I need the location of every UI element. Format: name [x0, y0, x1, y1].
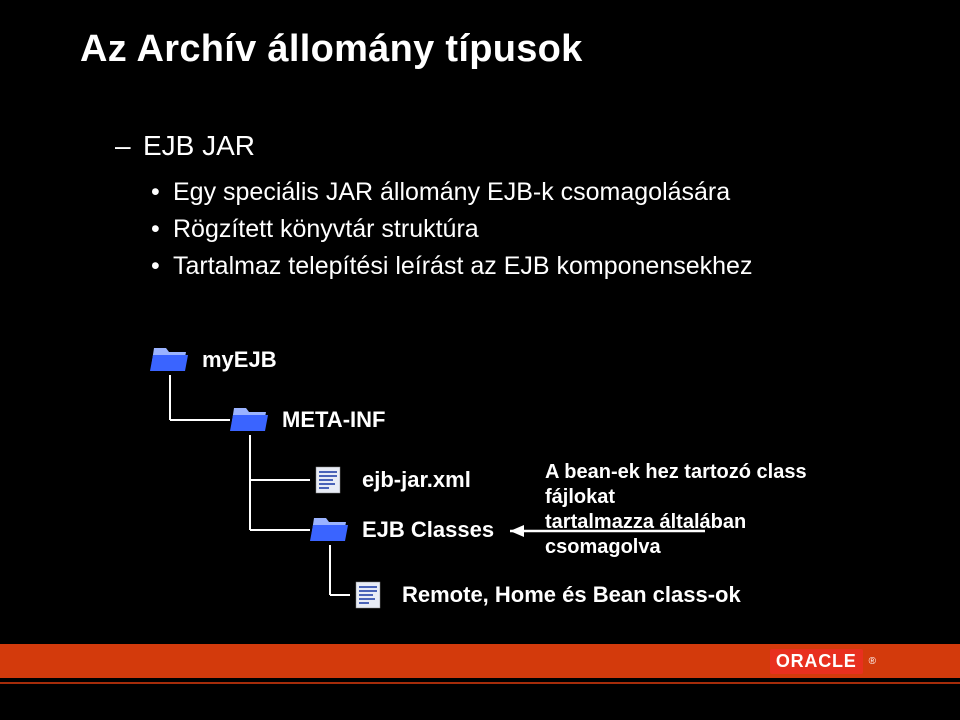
bullet-text: EJB JAR	[143, 130, 255, 161]
tree-node-label: META-INF	[282, 407, 385, 433]
tree-diagram: myEJB META-INF ejb-jar.xml EJB Classes	[150, 345, 850, 625]
tree-node-ejb-jar-xml: ejb-jar.xml	[310, 465, 471, 495]
annotation: A bean-ek hez tartozó class fájlokat tar…	[545, 460, 850, 560]
tree-node-label: ejb-jar.xml	[362, 467, 471, 493]
bullet-level2: Egy speciális JAR állomány EJB-k csomago…	[151, 178, 875, 207]
oracle-logo: ORACLE ®	[770, 649, 876, 674]
logo-text: ORACLE	[770, 649, 863, 674]
bullet-list: EJB JAR Egy speciális JAR állomány EJB-k…	[115, 130, 875, 281]
folder-icon	[150, 345, 190, 375]
bullet-text: Egy speciális JAR állomány EJB-k csomago…	[173, 178, 730, 206]
tree-node-ejb-classes: EJB Classes	[310, 515, 494, 545]
slide: Az Archív állomány típusok EJB JAR Egy s…	[0, 0, 960, 720]
tree-node-meta-inf: META-INF	[230, 405, 385, 435]
folder-icon	[230, 405, 270, 435]
tree-node-remote-home-bean: Remote, Home és Bean class-ok	[350, 580, 741, 610]
bullet-text: Tartalmaz telepítési leírást az EJB komp…	[173, 252, 752, 280]
tree-node-label: myEJB	[202, 347, 277, 373]
annotation-line: tartalmazza általában csomagolva	[545, 510, 850, 560]
file-icon	[310, 465, 350, 495]
tree-node-label: Remote, Home és Bean class-ok	[402, 582, 741, 608]
slide-title: Az Archív állomány típusok	[80, 28, 583, 71]
bullet-level2: Tartalmaz telepítési leírást az EJB komp…	[151, 252, 875, 281]
bullet-level2: Rögzített könyvtár struktúra	[151, 215, 875, 244]
footer-line	[0, 682, 960, 684]
file-icon	[350, 580, 390, 610]
tree-node-root: myEJB	[150, 345, 277, 375]
folder-icon	[310, 515, 350, 545]
tree-node-label: EJB Classes	[362, 517, 494, 543]
bullet-level1: EJB JAR	[115, 130, 875, 162]
registered-icon: ®	[869, 656, 876, 667]
annotation-line: A bean-ek hez tartozó class fájlokat	[545, 460, 850, 510]
bullet-text: Rögzített könyvtár struktúra	[173, 215, 479, 243]
